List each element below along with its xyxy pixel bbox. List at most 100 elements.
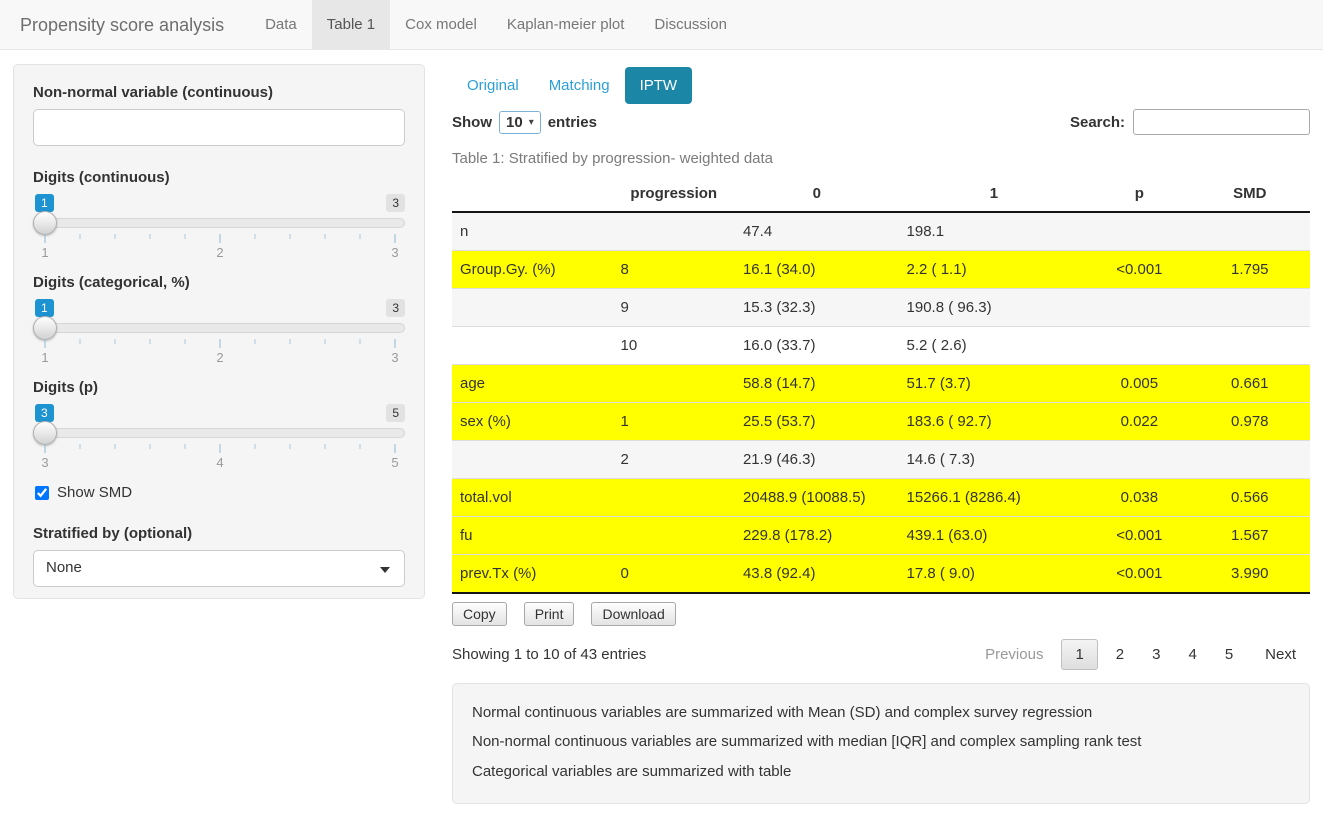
digits-p-slider-group: Digits (p) 3 5 3 4 5 bbox=[33, 379, 405, 470]
slider-tick-label: 3 bbox=[391, 350, 399, 365]
table-cell: 1.567 bbox=[1189, 516, 1310, 555]
table-cell bbox=[452, 440, 613, 479]
slider-max-badge: 3 bbox=[386, 194, 405, 212]
table1: progression 0 1 p SMD n 47.4 198.1 Group.Gy. (%… bbox=[452, 176, 1310, 594]
page-length-select[interactable]: 10 ▾ bbox=[499, 110, 541, 134]
pagination-previous[interactable]: Previous bbox=[985, 646, 1044, 663]
slider-track[interactable] bbox=[33, 323, 405, 333]
table-cell: 58.8 (14.7) bbox=[734, 364, 899, 403]
nav-tab-kaplan-meier-plot[interactable]: Kaplan-meier plot bbox=[506, 16, 625, 33]
pagination-page-3[interactable]: 3 bbox=[1152, 646, 1161, 663]
table-cell: 16.1 (34.0) bbox=[734, 250, 899, 289]
pill-tab-iptw[interactable]: IPTW bbox=[624, 67, 693, 104]
column-header-progression[interactable]: progression bbox=[612, 176, 735, 213]
table-cell: 2.2 ( 1.1) bbox=[898, 250, 1090, 289]
table-cell bbox=[1089, 288, 1190, 327]
pill-tab-matching[interactable]: Matching bbox=[548, 77, 610, 94]
sidebar-panel: Non-normal variable (continuous) Digits … bbox=[13, 64, 425, 599]
digits-categorical-slider-group: Digits (categorical, %) 1 3 1 2 3 bbox=[33, 274, 405, 365]
slider-tick-label: 3 bbox=[391, 245, 399, 260]
slider-tick bbox=[254, 444, 256, 449]
digits-continuous-slider-group: Digits (continuous) 1 3 1 2 3 bbox=[33, 169, 405, 260]
slider-tick bbox=[254, 234, 256, 239]
table-footer: Showing 1 to 10 of 43 entries Previous 1 2… bbox=[452, 639, 1310, 670]
search-input[interactable] bbox=[1133, 109, 1310, 135]
slider-tick bbox=[79, 339, 81, 344]
nav-tab-data[interactable]: Data bbox=[265, 16, 297, 33]
table-cell bbox=[613, 212, 735, 251]
table-cell: 190.8 ( 96.3) bbox=[898, 288, 1090, 327]
table-cell bbox=[1089, 440, 1190, 479]
table-cell: Group.Gy. (%) bbox=[452, 250, 613, 289]
chevron-down-icon bbox=[380, 567, 390, 573]
slider-track[interactable] bbox=[33, 218, 405, 228]
nav-tab-cox-model[interactable]: Cox model bbox=[405, 16, 477, 33]
search-control: Search: bbox=[1070, 109, 1310, 135]
stratified-by-group: Stratified by (optional) None bbox=[33, 525, 405, 587]
pagination-page-4[interactable]: 4 bbox=[1188, 646, 1197, 663]
slider-tick bbox=[114, 339, 116, 344]
column-header-0[interactable]: 0 bbox=[734, 176, 899, 213]
slider-tick bbox=[219, 339, 221, 348]
pagination-next[interactable]: Next bbox=[1265, 646, 1296, 663]
pagination-page-1[interactable]: 1 bbox=[1061, 639, 1098, 670]
table-cell: prev.Tx (%) bbox=[452, 554, 613, 593]
slider-grid: 3 4 5 bbox=[41, 444, 399, 470]
table-info: Showing 1 to 10 of 43 entries bbox=[452, 646, 647, 663]
slider-handle[interactable] bbox=[33, 316, 57, 340]
table-cell: sex (%) bbox=[452, 402, 613, 441]
table-cell bbox=[1189, 440, 1310, 479]
pagination-page-5[interactable]: 5 bbox=[1224, 646, 1234, 663]
nav-tab-table-1[interactable]: Table 1 bbox=[311, 0, 391, 49]
table-cell: 183.6 ( 92.7) bbox=[898, 402, 1090, 441]
stratified-by-label: Stratified by (optional) bbox=[33, 525, 193, 542]
table-cell: 1.795 bbox=[1189, 250, 1310, 289]
download-button[interactable]: Download bbox=[591, 602, 676, 626]
slider-tick-label: 2 bbox=[216, 245, 224, 260]
table-cell: age bbox=[452, 364, 613, 403]
show-label: Show bbox=[452, 113, 492, 131]
stratified-by-select[interactable]: None bbox=[33, 550, 405, 587]
navbar-tabs: Data Table 1 Cox model Kaplan-meier plot Dis… bbox=[250, 0, 742, 49]
pill-tab-original[interactable]: Original bbox=[467, 77, 519, 94]
nonnormal-variable-input[interactable] bbox=[33, 109, 405, 146]
table-row: Group.Gy. (%) 8 16.1 (34.0) 2.2 ( 1.1) <0.00… bbox=[452, 250, 1310, 289]
slider-handle[interactable] bbox=[33, 421, 57, 445]
footnote-line: Non-normal continuous variables are summ… bbox=[472, 733, 1142, 751]
page-length-value: 10 bbox=[506, 113, 523, 131]
column-header-blank[interactable] bbox=[452, 176, 613, 213]
copy-button[interactable]: Copy bbox=[452, 602, 507, 626]
column-header-1[interactable]: 1 bbox=[898, 176, 1090, 213]
table-row: 2 21.9 (46.3) 14.6 ( 7.3) bbox=[452, 440, 1310, 479]
table-cell: 3.990 bbox=[1189, 554, 1310, 593]
page-length-control: Show 10 ▾ entries bbox=[452, 110, 597, 134]
nav-tab-discussion[interactable]: Discussion bbox=[654, 16, 727, 33]
slider-tick bbox=[149, 234, 151, 239]
pagination-page-2[interactable]: 2 bbox=[1115, 646, 1125, 663]
slider-tick bbox=[114, 444, 116, 449]
table-row: prev.Tx (%) 0 43.8 (92.4) 17.8 ( 9.0) <0.001… bbox=[452, 554, 1310, 593]
slider-handle[interactable] bbox=[33, 211, 57, 235]
print-button[interactable]: Print bbox=[523, 602, 575, 626]
slider-tick bbox=[149, 339, 151, 344]
table-cell bbox=[1190, 212, 1310, 251]
table-cell: fu bbox=[452, 516, 613, 555]
slider-tick bbox=[289, 234, 291, 239]
table-cell: 15266.1 (8286.4) bbox=[898, 478, 1090, 517]
column-header-smd[interactable]: SMD bbox=[1189, 176, 1310, 213]
show-smd-group: Show SMD bbox=[35, 484, 405, 501]
show-smd-checkbox[interactable] bbox=[35, 485, 49, 500]
slider-tick-label: 1 bbox=[41, 350, 49, 365]
stratified-by-value: None bbox=[46, 559, 82, 576]
table-cell: 17.8 ( 9.0) bbox=[898, 554, 1090, 593]
slider-tick bbox=[219, 444, 221, 453]
slider-tick bbox=[79, 444, 81, 449]
column-header-p[interactable]: p bbox=[1089, 176, 1190, 213]
table-cell: total.vol bbox=[452, 478, 613, 517]
slider-tick-label: 4 bbox=[216, 455, 224, 470]
table-cell: 439.1 (63.0) bbox=[898, 516, 1090, 555]
slider-tick bbox=[44, 444, 46, 453]
slider-grid: 1 2 3 bbox=[41, 339, 399, 365]
slider-track[interactable] bbox=[33, 428, 405, 438]
slider-tick-label: 1 bbox=[41, 245, 49, 260]
